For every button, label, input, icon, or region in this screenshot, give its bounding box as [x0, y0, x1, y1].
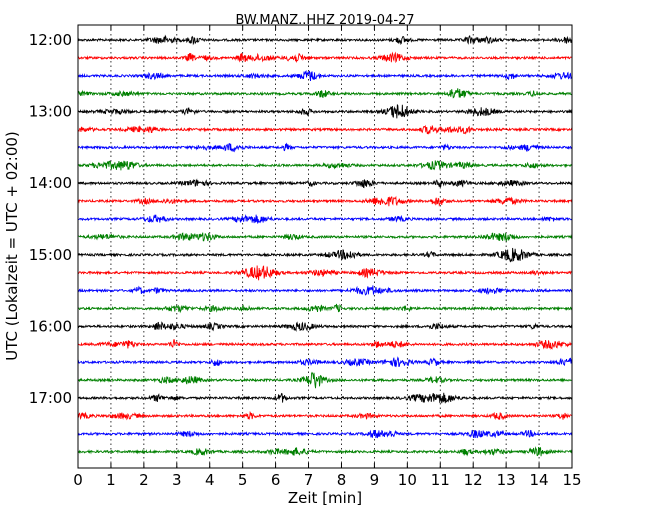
trace-1315	[77, 124, 573, 135]
y-axis-ticks: 12:00 13:00 14:00 15:00 16:00 17:00	[29, 31, 572, 407]
x-tick-label: 8	[337, 471, 347, 489]
x-axis-ticks: 0 1 2 3 4 5 6 7 8 9 10 11 12 13 14 15	[73, 25, 582, 489]
seismic-traces	[77, 34, 573, 457]
plot-frame	[77, 24, 573, 469]
trace-1430	[77, 213, 573, 224]
trace-1515	[77, 265, 573, 281]
trace-1415	[77, 195, 573, 207]
x-tick-label: 15	[562, 471, 581, 489]
x-tick-label: 4	[205, 471, 215, 489]
y-axis-label: UTC (Lokalzeit = UTC + 02:00)	[3, 131, 21, 361]
trace-1530	[77, 285, 573, 296]
y-tick-label: 16:00	[29, 317, 72, 335]
y-tick-label: 14:00	[29, 174, 72, 192]
x-tick-label: 14	[530, 471, 549, 489]
trace-1245	[77, 88, 573, 99]
trace-1745	[77, 446, 573, 457]
trace-1400	[77, 178, 573, 189]
x-axis-label: Zeit [min]	[288, 489, 362, 507]
y-tick-label: 15:00	[29, 246, 72, 264]
x-tick-label: 5	[238, 471, 248, 489]
trace-1615	[77, 339, 573, 350]
trace-1345	[77, 160, 573, 171]
trace-1545	[77, 303, 573, 314]
x-tick-label: 9	[370, 471, 380, 489]
y-tick-label: 13:00	[29, 103, 72, 121]
y-tick-label: 12:00	[29, 31, 72, 49]
trace-1715	[77, 410, 573, 421]
trace-1200	[77, 34, 573, 46]
trace-1645	[77, 371, 573, 389]
x-tick-label: 6	[271, 471, 281, 489]
trace-1445	[77, 232, 573, 243]
trace-1300	[77, 104, 573, 119]
trace-1630	[77, 356, 573, 368]
x-tick-label: 2	[139, 471, 149, 489]
x-tick-label: 7	[304, 471, 314, 489]
trace-1330	[77, 142, 573, 153]
x-tick-label: 1	[106, 471, 116, 489]
trace-1600	[77, 321, 573, 332]
x-tick-label: 0	[73, 471, 83, 489]
vertical-gridlines	[110, 25, 540, 468]
x-tick-label: 11	[431, 471, 450, 489]
y-tick-label: 17:00	[29, 389, 72, 407]
trace-1230	[77, 70, 573, 82]
trace-1215	[77, 51, 573, 64]
trace-1500	[77, 247, 573, 263]
x-tick-label: 3	[172, 471, 182, 489]
x-tick-label: 12	[464, 471, 483, 489]
trace-1730	[77, 429, 573, 439]
x-tick-label: 10	[398, 471, 417, 489]
chart-title: BW.MANZ..HHZ 2019-04-27	[235, 13, 414, 28]
x-tick-label: 13	[497, 471, 516, 489]
trace-1700	[77, 392, 573, 404]
